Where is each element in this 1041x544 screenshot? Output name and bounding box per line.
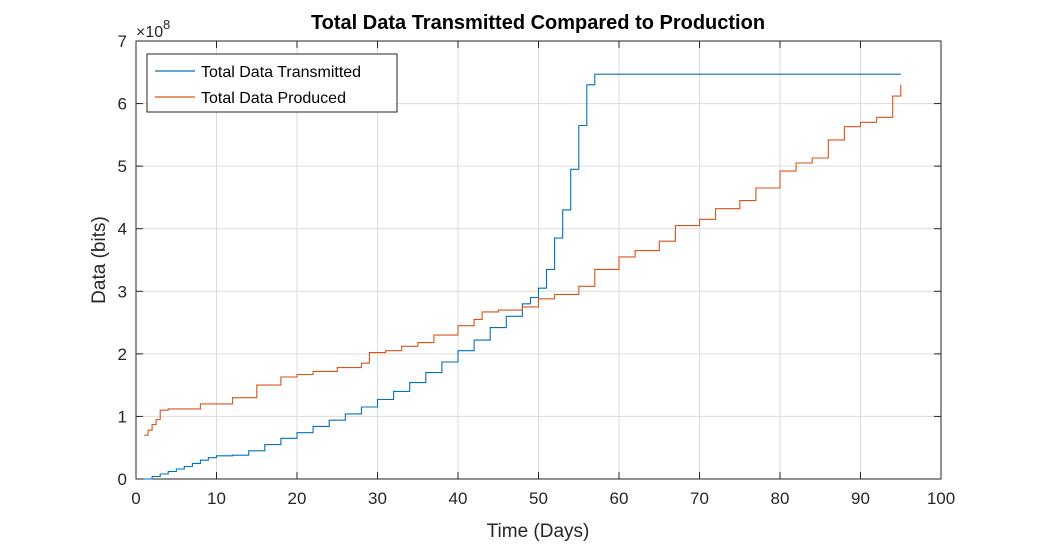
series-lines	[144, 73, 902, 480]
chart-title: Total Data Transmitted Compared to Produ…	[311, 12, 765, 34]
y-tick-label: 1	[118, 407, 127, 426]
series-line-total-data-transmitted	[144, 73, 901, 480]
x-tick-label: 80	[771, 489, 790, 508]
y-tick-label: 6	[118, 95, 127, 114]
x-tick-label: 50	[529, 489, 548, 508]
y-tick-label: 2	[118, 345, 127, 364]
legend-label-produced: Total Data Produced	[201, 90, 346, 107]
x-tick-label: 10	[207, 489, 226, 508]
axis-ticks: 0 10 20 30 40 50 60 70 80 90 100 0 1 2 3 4 5 6 7	[118, 32, 956, 508]
y-tick-label: 0	[118, 470, 127, 489]
legend: Total Data Transmitted Total Data Produc…	[146, 53, 398, 113]
x-tick-label: 90	[851, 489, 870, 508]
x-tick-label: 30	[368, 489, 387, 508]
x-tick-label: 70	[690, 489, 709, 508]
x-tick-label: 40	[449, 489, 468, 508]
x-tick-label: 60	[610, 489, 629, 508]
x-tick-label: 100	[927, 489, 955, 508]
legend-label-transmitted: Total Data Transmitted	[201, 64, 361, 81]
legend-box	[146, 53, 398, 113]
y-tick-label: 3	[118, 282, 127, 301]
x-tick-label: 20	[288, 489, 307, 508]
grid	[136, 41, 941, 479]
x-tick-label: 0	[131, 489, 140, 508]
y-tick-label: 5	[118, 157, 127, 176]
y-axis-label: Data (bits)	[89, 216, 110, 304]
y-exponent-base: ×10	[136, 24, 163, 41]
y-tick-label: 4	[118, 220, 127, 239]
y-exponent-power: 8	[163, 17, 170, 32]
x-axis-label: Time (Days)	[487, 521, 590, 542]
series-line-total-data-produced	[144, 84, 902, 436]
y-tick-label: 7	[118, 32, 127, 51]
y-axis-exponent: ×10 8	[136, 17, 170, 41]
